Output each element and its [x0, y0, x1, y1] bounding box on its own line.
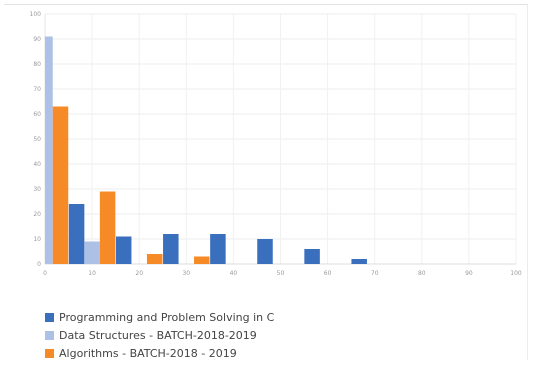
- bar-series-3-bin-20: [146, 254, 163, 264]
- x-tick-label-60: 60: [324, 270, 332, 277]
- x-tick-label-40: 40: [230, 270, 238, 277]
- y-tick-label-80: 80: [33, 61, 41, 68]
- legend: Programming and Problem Solving in C Dat…: [45, 308, 274, 362]
- y-tick-label-0: 0: [37, 261, 41, 268]
- y-tick-label-100: 100: [30, 11, 42, 18]
- bar-series-2-bin-0: [45, 36, 53, 264]
- bar-series-2-bin-10: [84, 241, 100, 264]
- y-tick-label-60: 60: [33, 111, 41, 118]
- legend-label-series-1: Programming and Problem Solving in C: [59, 310, 275, 324]
- x-tick-label-50: 50: [277, 270, 285, 277]
- bar-series-1-bin-40: [210, 234, 226, 264]
- bar-series-3-bin-0: [52, 106, 69, 264]
- bar-series-1-bin-10: [68, 204, 85, 264]
- bar-series-3-bin-30: [194, 256, 210, 264]
- bar-series-1-bin-50: [257, 239, 273, 264]
- x-tick-label-90: 90: [465, 270, 473, 277]
- legend-label-series-3: Algorithms - BATCH-2018 - 2019: [59, 346, 237, 360]
- bar-series-1-bin-70: [351, 259, 367, 264]
- bar-series-1-bin-20: [115, 236, 132, 264]
- x-tick-label-70: 70: [371, 270, 379, 277]
- y-tick-label-70: 70: [33, 86, 41, 93]
- y-tick-label-40: 40: [33, 161, 41, 168]
- legend-item-series-1[interactable]: Programming and Problem Solving in C: [45, 308, 274, 326]
- histogram-chart: 0 10 20 30 40 50 60 70 80 90 100 0 10 20 30 40 50 60 70 80 9…: [30, 11, 522, 277]
- x-tick-label-80: 80: [418, 270, 426, 277]
- legend-label-series-2: Data Structures - BATCH-2018-2019: [59, 328, 257, 342]
- x-tick-label-30: 30: [182, 270, 190, 277]
- chart-frame: [4, 4, 528, 360]
- x-tick-label-0: 0: [43, 270, 47, 277]
- legend-item-series-2[interactable]: Data Structures - BATCH-2018-2019: [45, 326, 274, 344]
- legend-swatch-series-3: [45, 348, 54, 358]
- legend-item-series-3[interactable]: Algorithms - BATCH-2018 - 2019: [45, 344, 274, 362]
- bar-series-1-bin-60: [304, 249, 320, 264]
- x-tick-label-20: 20: [135, 270, 143, 277]
- bar-series-3-bin-10: [99, 191, 116, 264]
- legend-swatch-series-2: [45, 330, 54, 340]
- y-tick-label-10: 10: [33, 236, 41, 243]
- legend-swatch-series-1: [45, 312, 54, 322]
- x-tick-label-100: 100: [510, 270, 522, 277]
- y-tick-label-20: 20: [33, 211, 41, 218]
- y-tick-label-50: 50: [33, 136, 41, 143]
- x-tick-label-10: 10: [88, 270, 96, 277]
- y-tick-label-90: 90: [33, 36, 41, 43]
- y-tick-label-30: 30: [33, 186, 41, 193]
- bar-series-1-bin-30: [163, 234, 179, 264]
